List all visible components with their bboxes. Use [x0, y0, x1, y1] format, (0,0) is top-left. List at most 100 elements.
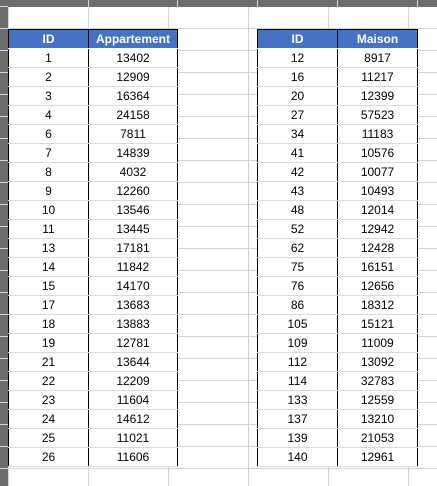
cell-id[interactable]: 6: [8, 124, 89, 144]
cell-id[interactable]: 109: [257, 333, 338, 353]
cell-value[interactable]: 12209: [88, 371, 178, 391]
cell-id[interactable]: 137: [257, 409, 338, 429]
row-separator[interactable]: [0, 6, 8, 7]
cell-id[interactable]: 4: [8, 105, 89, 125]
cell-id[interactable]: 13: [8, 238, 89, 258]
cell-id[interactable]: 140: [257, 447, 338, 467]
cell-id[interactable]: 20: [257, 86, 338, 106]
cell-id[interactable]: 112: [257, 352, 338, 372]
row-separator[interactable]: [0, 402, 8, 403]
cell-value[interactable]: 11183: [337, 124, 418, 144]
cell-value[interactable]: 13883: [88, 314, 178, 334]
cell-id[interactable]: 18: [8, 314, 89, 334]
column-separator[interactable]: [337, 0, 338, 7]
row-separator[interactable]: [0, 204, 8, 205]
column-separator[interactable]: [257, 0, 258, 7]
cell-id[interactable]: 2: [8, 67, 89, 87]
cell-value[interactable]: 4032: [88, 162, 178, 182]
cell-id[interactable]: 21: [8, 352, 89, 372]
header-appartement[interactable]: Appartement: [88, 29, 178, 49]
cell-value[interactable]: 15121: [337, 314, 418, 334]
cell-id[interactable]: 133: [257, 390, 338, 410]
cell-value[interactable]: 11009: [337, 333, 418, 353]
cell-id[interactable]: 114: [257, 371, 338, 391]
cell-value[interactable]: 13644: [88, 352, 178, 372]
cell-id[interactable]: 14: [8, 257, 89, 277]
cell-value[interactable]: 10576: [337, 143, 418, 163]
cell-id[interactable]: 86: [257, 295, 338, 315]
cell-value[interactable]: 11021: [88, 428, 178, 448]
cell-value[interactable]: 14612: [88, 409, 178, 429]
cell-value[interactable]: 12428: [337, 238, 418, 258]
cell-value[interactable]: 32783: [337, 371, 418, 391]
row-separator[interactable]: [0, 28, 8, 29]
row-separator[interactable]: [0, 468, 8, 469]
cell-id[interactable]: 16: [257, 67, 338, 87]
cell-id[interactable]: 76: [257, 276, 338, 296]
cell-id[interactable]: 52: [257, 219, 338, 239]
cell-value[interactable]: 11606: [88, 447, 178, 467]
cell-value[interactable]: 7811: [88, 124, 178, 144]
row-separator[interactable]: [0, 380, 8, 381]
row-header-gutter[interactable]: [0, 0, 8, 486]
row-separator[interactable]: [0, 160, 8, 161]
row-separator[interactable]: [0, 94, 8, 95]
cell-value[interactable]: 12656: [337, 276, 418, 296]
cell-value[interactable]: 13445: [88, 219, 178, 239]
cell-id[interactable]: 27: [257, 105, 338, 125]
cell-id[interactable]: 34: [257, 124, 338, 144]
row-separator[interactable]: [0, 182, 8, 183]
cell-id[interactable]: 12: [257, 48, 338, 68]
cell-id[interactable]: 9: [8, 181, 89, 201]
cell-value[interactable]: 12909: [88, 67, 178, 87]
cell-value[interactable]: 12260: [88, 181, 178, 201]
cell-value[interactable]: 16364: [88, 86, 178, 106]
cell-id[interactable]: 23: [8, 390, 89, 410]
cell-value[interactable]: 10493: [337, 181, 418, 201]
cell-value[interactable]: 12399: [337, 86, 418, 106]
cell-value[interactable]: 13402: [88, 48, 178, 68]
cell-id[interactable]: 3: [8, 86, 89, 106]
cell-id[interactable]: 42: [257, 162, 338, 182]
row-separator[interactable]: [0, 50, 8, 51]
cell-id[interactable]: 8: [8, 162, 89, 182]
row-separator[interactable]: [0, 138, 8, 139]
column-separator[interactable]: [417, 0, 418, 7]
cell-value[interactable]: 11842: [88, 257, 178, 277]
row-separator[interactable]: [0, 358, 8, 359]
cell-value[interactable]: 13092: [337, 352, 418, 372]
cell-value[interactable]: 21053: [337, 428, 418, 448]
cell-id[interactable]: 48: [257, 200, 338, 220]
cell-id[interactable]: 139: [257, 428, 338, 448]
cell-value[interactable]: 17181: [88, 238, 178, 258]
cell-id[interactable]: 25: [8, 428, 89, 448]
cell-value[interactable]: 57523: [337, 105, 418, 125]
cell-value[interactable]: 11217: [337, 67, 418, 87]
row-separator[interactable]: [0, 226, 8, 227]
cell-value[interactable]: 8917: [337, 48, 418, 68]
header-maison[interactable]: Maison: [337, 29, 418, 49]
cell-value[interactable]: 24158: [88, 105, 178, 125]
cell-value[interactable]: 11604: [88, 390, 178, 410]
cell-id[interactable]: 19: [8, 333, 89, 353]
cell-id[interactable]: 1: [8, 48, 89, 68]
cell-id[interactable]: 26: [8, 447, 89, 467]
cell-value[interactable]: 10077: [337, 162, 418, 182]
cell-value[interactable]: 14170: [88, 276, 178, 296]
cell-id[interactable]: 75: [257, 257, 338, 277]
cell-id[interactable]: 17: [8, 295, 89, 315]
header-id[interactable]: ID: [257, 29, 338, 49]
row-separator[interactable]: [0, 424, 8, 425]
cell-id[interactable]: 105: [257, 314, 338, 334]
cell-value[interactable]: 12942: [337, 219, 418, 239]
row-separator[interactable]: [0, 292, 8, 293]
row-separator[interactable]: [0, 116, 8, 117]
row-separator[interactable]: [0, 446, 8, 447]
cell-value[interactable]: 12014: [337, 200, 418, 220]
header-id[interactable]: ID: [8, 29, 89, 49]
cell-value[interactable]: 13683: [88, 295, 178, 315]
row-separator[interactable]: [0, 72, 8, 73]
cell-id[interactable]: 7: [8, 143, 89, 163]
row-separator[interactable]: [0, 314, 8, 315]
row-separator[interactable]: [0, 270, 8, 271]
